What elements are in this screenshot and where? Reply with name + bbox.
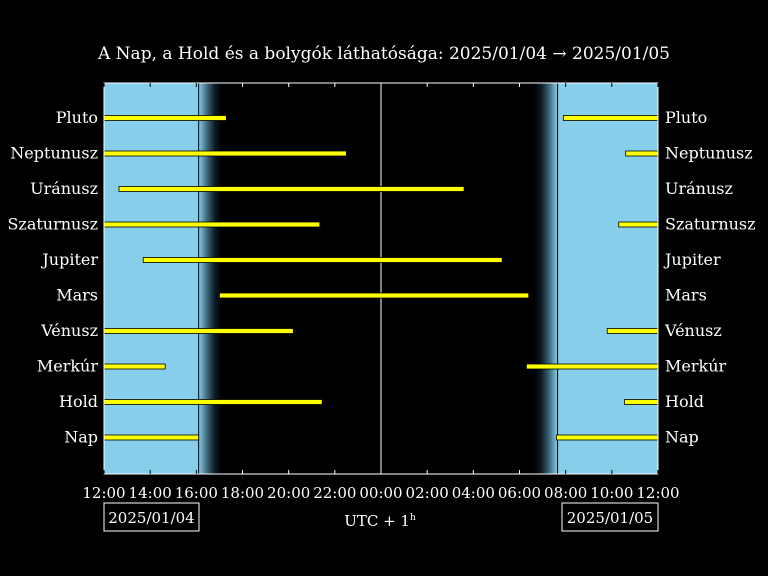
body-label-left-szaturnusz: Szaturnusz <box>7 215 98 234</box>
date-right: 2025/01/05 <box>567 509 653 527</box>
visibility-bar-uranusz-1 <box>118 186 465 192</box>
body-label-right-merkur: Merkúr <box>665 357 727 376</box>
x-axis-ticks <box>103 83 659 474</box>
body-label-right-pluto: Pluto <box>665 108 707 127</box>
visibility-bar-venusz-1 <box>103 328 294 334</box>
day-area-right <box>557 83 658 474</box>
visibility-bar-nap-1 <box>103 434 200 441</box>
x-axis-label: UTC + 1h <box>344 512 416 530</box>
body-label-left-jupiter: Jupiter <box>40 250 98 269</box>
reference-lines <box>198 83 559 474</box>
visibility-bar-jupiter-1 <box>142 257 503 263</box>
visibility-bar-pluto-2 <box>562 115 659 121</box>
body-label-left-venusz: Vénusz <box>40 321 98 340</box>
body-label-right-mars: Mars <box>665 286 707 305</box>
visibility-bar-hold-2 <box>624 399 659 405</box>
visibility-bar-hold-1 <box>103 399 323 405</box>
visibility-bar-mars-1 <box>219 292 530 299</box>
x-tick-label: 12:00 <box>636 484 679 502</box>
body-label-left-merkur: Merkúr <box>37 357 99 376</box>
body-label-right-neptunusz: Neptunusz <box>665 144 753 163</box>
body-label-left-uranusz: Uránusz <box>30 179 98 198</box>
body-label-right-nap: Nap <box>665 428 699 447</box>
dawn-gradient <box>534 83 558 474</box>
date-left: 2025/01/04 <box>108 509 194 527</box>
x-tick-label: 06:00 <box>498 484 541 502</box>
x-tick-label: 12:00 <box>82 484 125 502</box>
visibility-bar-merkur-2 <box>526 363 659 370</box>
x-tick-label: 10:00 <box>590 484 633 502</box>
body-label-right-venusz: Vénusz <box>664 321 722 340</box>
x-tick-label: 14:00 <box>129 484 172 502</box>
x-tick-label: 00:00 <box>359 484 402 502</box>
right-body-labels: Pluto Neptunusz Uránusz Szaturnusz Jupiter Ma… <box>663 108 756 447</box>
body-label-left-neptunusz: Neptunusz <box>10 144 98 163</box>
body-label-right-hold: Hold <box>665 392 704 411</box>
body-label-left-mars: Mars <box>56 286 98 305</box>
visibility-bar-szaturnusz-1 <box>103 221 321 228</box>
body-label-right-szaturnusz: Szaturnusz <box>665 215 756 234</box>
chart-title: A Nap, a Hold és a bolygók láthatósága: … <box>97 44 670 64</box>
visibility-bars <box>103 115 659 441</box>
x-tick-label: 20:00 <box>267 484 310 502</box>
body-label-right-jupiter: Jupiter <box>663 250 721 269</box>
visibility-bar-neptunusz-1 <box>103 150 347 157</box>
x-axis-tick-labels: 12:00 14:00 16:00 18:00 20:00 22:00 00:00 02:00… <box>82 484 679 502</box>
dusk-gradient <box>198 83 222 474</box>
visibility-bar-pluto-1 <box>103 115 227 121</box>
x-tick-label: 16:00 <box>175 484 218 502</box>
left-body-labels: Pluto Neptunusz Uránusz Szaturnusz Jupiter Ma… <box>7 108 98 447</box>
visibility-bar-merkur-1 <box>103 363 166 370</box>
x-tick-label: 04:00 <box>452 484 495 502</box>
visibility-bar-szaturnusz-2 <box>618 221 659 228</box>
body-label-left-pluto: Pluto <box>56 108 98 127</box>
visibility-bar-nap-2 <box>556 434 659 441</box>
x-axis-label-sup: h <box>410 513 416 523</box>
visibility-bar-neptunusz-2 <box>625 150 659 157</box>
body-label-left-nap: Nap <box>64 428 98 447</box>
x-tick-label: 18:00 <box>221 484 264 502</box>
x-tick-label: 02:00 <box>406 484 449 502</box>
x-tick-label: 08:00 <box>544 484 587 502</box>
x-axis-label-main: UTC + 1 <box>344 512 410 530</box>
body-label-right-uranusz: Uránusz <box>665 179 733 198</box>
body-label-left-hold: Hold <box>59 392 98 411</box>
day-area-left <box>104 83 199 474</box>
visibility-bar-venusz-2 <box>606 328 659 334</box>
date-left-box <box>103 502 200 532</box>
x-tick-label: 22:00 <box>313 484 356 502</box>
date-right-box <box>561 502 659 532</box>
